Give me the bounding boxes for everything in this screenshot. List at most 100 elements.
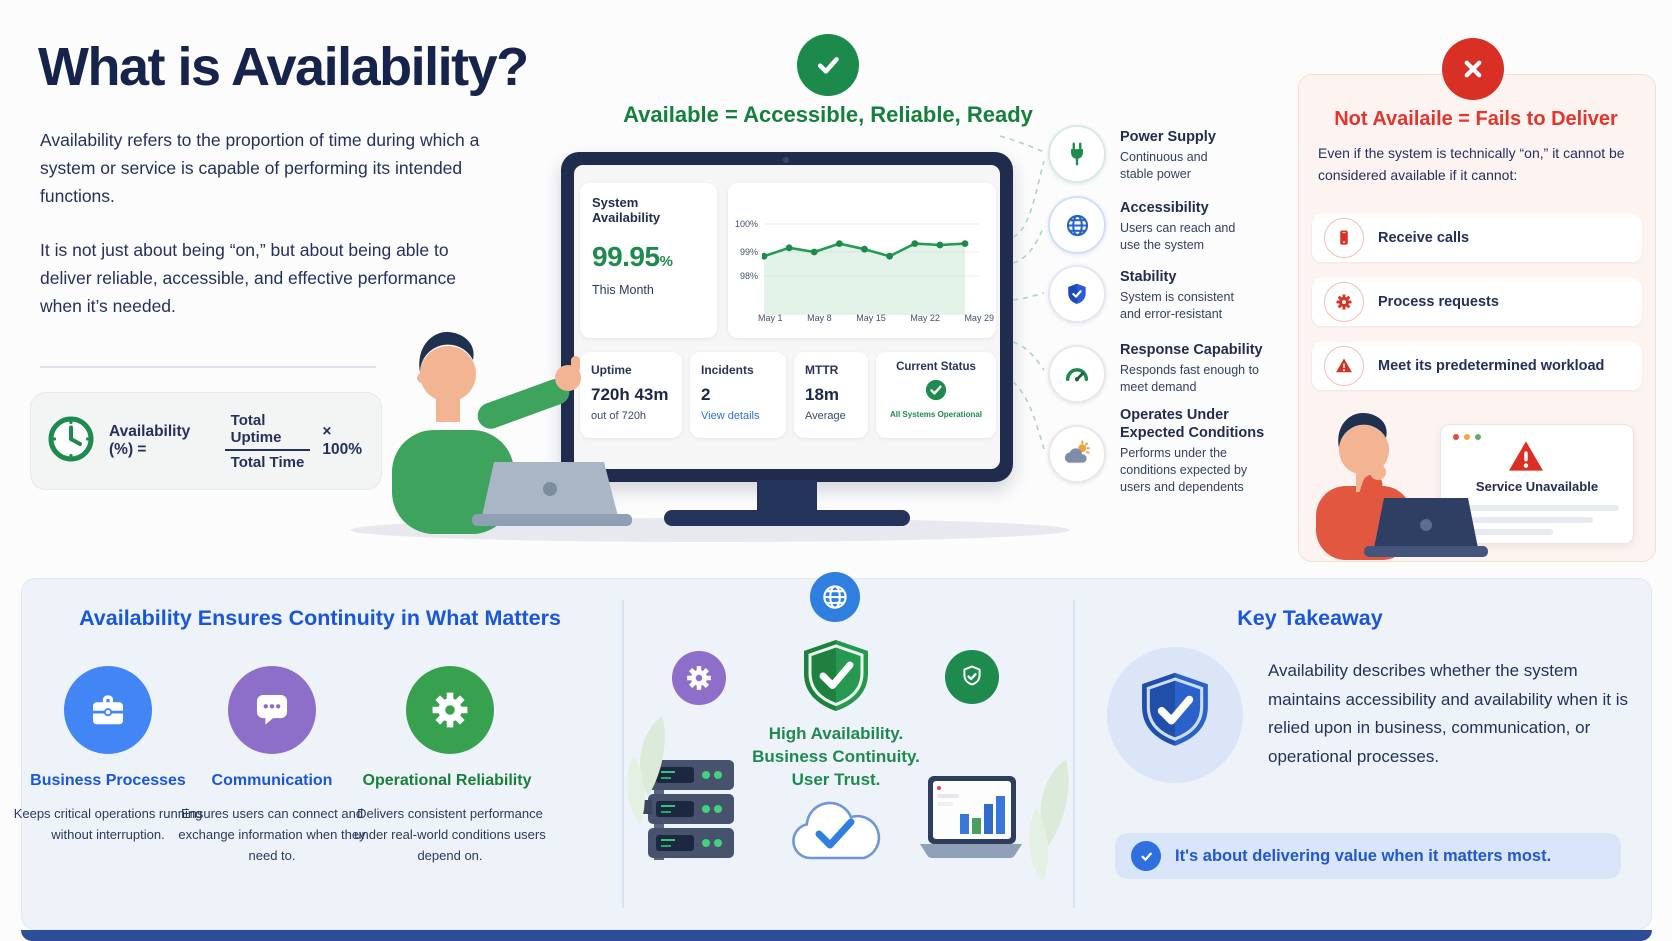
stat-card-mttr: MTTR 18m Average bbox=[794, 352, 868, 438]
x-circle-icon bbox=[1442, 38, 1504, 100]
view-details-link[interactable]: View details bbox=[701, 410, 760, 422]
shield-icon bbox=[1048, 265, 1106, 323]
x-label: May 15 bbox=[856, 313, 886, 323]
leaf-decoration bbox=[626, 716, 665, 824]
continuity-col-desc: Delivers consistent performance under re… bbox=[354, 806, 546, 863]
fail-item-label: Process requests bbox=[1378, 294, 1499, 310]
skeleton-line bbox=[1455, 529, 1553, 535]
person-thumbs-up-illustration bbox=[392, 332, 632, 534]
service-unavailable-window: Service Unavailable bbox=[1440, 424, 1634, 544]
stat-label: Current Status bbox=[896, 361, 976, 373]
feature-title: Response Capability bbox=[1120, 342, 1263, 358]
divider bbox=[622, 600, 624, 908]
window-close-dot-icon bbox=[1453, 434, 1459, 440]
monitor-stand-neck bbox=[757, 480, 817, 514]
feature-desc: Continuous and stable power bbox=[1120, 150, 1208, 181]
takeaway-body: Availability describes whether the syste… bbox=[1268, 661, 1628, 766]
cloud-check-icon bbox=[792, 801, 881, 860]
skeleton-line bbox=[1455, 517, 1593, 523]
fail-item-receive-calls: Receive calls bbox=[1312, 214, 1642, 262]
continuity-col-title: Operational Reliability bbox=[362, 772, 532, 789]
gear-icon bbox=[1324, 282, 1364, 322]
formula-label: Availability (%) = bbox=[109, 423, 191, 458]
cloud-sun-icon bbox=[1048, 425, 1106, 483]
dashboard-card-title: System Availability bbox=[592, 195, 661, 225]
feature-expected-conditions: Operates Under Expected Conditions Perfo… bbox=[1120, 406, 1280, 496]
warning-triangle-icon bbox=[1507, 439, 1545, 478]
resilience-line: Business Continuity. bbox=[752, 747, 920, 766]
gauge-icon bbox=[1048, 345, 1106, 403]
fail-item-label: Meet its predetermined workload bbox=[1378, 358, 1605, 374]
laptop-chart-icon bbox=[920, 776, 1022, 858]
divider bbox=[40, 366, 376, 368]
takeaway-banner-text: It's about delivering value when it matt… bbox=[1175, 846, 1552, 865]
availability-unit: % bbox=[659, 253, 673, 270]
y-tick-99: 99% bbox=[739, 247, 758, 257]
availability-period: This Month bbox=[592, 283, 654, 297]
y-tick-98: 98% bbox=[739, 271, 758, 281]
gear-icon bbox=[406, 666, 494, 754]
gear-icon bbox=[672, 651, 726, 705]
continuity-heading: Availability Ensures Continuity in What … bbox=[79, 606, 561, 630]
monitor-stand-base bbox=[664, 510, 910, 526]
globe-icon bbox=[1048, 196, 1106, 254]
status-check-icon bbox=[885, 379, 987, 406]
x-label: May 29 bbox=[964, 313, 994, 323]
big-shield-check-icon bbox=[804, 640, 868, 711]
y-tick-100: 100% bbox=[734, 219, 758, 229]
not-available-intro: Even if the system is technically “on,” … bbox=[1318, 145, 1625, 183]
availability-formula-card: Availability (%) = Total Uptime Total Ti… bbox=[30, 392, 382, 490]
window-expand-dot-icon bbox=[1475, 434, 1481, 440]
leaf-decoration bbox=[1028, 760, 1069, 882]
feature-title: Accessibility bbox=[1120, 200, 1209, 216]
service-unavailable-text: Service Unavailable bbox=[1475, 479, 1599, 494]
fail-item-label: Receive calls bbox=[1378, 230, 1470, 246]
available-check-icon bbox=[797, 34, 859, 96]
divider bbox=[1073, 600, 1075, 908]
formula-numerator: Total Uptime bbox=[230, 411, 282, 446]
skeleton-line bbox=[1455, 505, 1619, 511]
intro-paragraph-2: It is not just about being “on,” but abo… bbox=[40, 240, 457, 316]
feature-desc: Performs under the conditions expected b… bbox=[1120, 446, 1248, 494]
briefcase-icon bbox=[64, 666, 152, 754]
stat-label: MTTR bbox=[805, 363, 839, 377]
continuity-col-title: Communication bbox=[211, 772, 333, 789]
window-minimize-dot-icon bbox=[1464, 434, 1470, 440]
formula-fraction: Total Uptime Total Time bbox=[224, 411, 311, 471]
not-available-title: Not Availaile = Fails to Deliver bbox=[1334, 108, 1618, 130]
x-label: May 8 bbox=[807, 313, 832, 323]
stat-sub: Average bbox=[805, 410, 846, 422]
resilience-line: High Availability. bbox=[768, 724, 904, 743]
worried-person-illustration bbox=[1316, 413, 1488, 560]
status-ok-text: All Systems Operational bbox=[889, 410, 983, 419]
resilience-lines: High Availability. Business Continuity. … bbox=[726, 722, 946, 791]
formula-denominator: Total Time bbox=[224, 448, 311, 471]
stat-card-status: Current Status All Systems Operational bbox=[876, 352, 996, 438]
availability-chart-card: 100% 99% 98% May 1 May 8 May 15 May 22 M… bbox=[728, 183, 996, 338]
globe-icon bbox=[810, 572, 860, 622]
continuity-col-desc: Keeps critical operations running withou… bbox=[13, 806, 203, 842]
resilience-line: User Trust. bbox=[791, 770, 881, 789]
feature-desc: Users can reach and use the system bbox=[1120, 221, 1236, 252]
stat-label: Incidents bbox=[701, 363, 754, 377]
clock-icon bbox=[45, 413, 97, 470]
stat-value: 18m bbox=[805, 385, 840, 404]
feature-accessibility: Accessibility Users can reach and use th… bbox=[1120, 199, 1272, 254]
warning-icon bbox=[1324, 346, 1364, 386]
fail-item-workload: Meet its predetermined workload bbox=[1312, 342, 1642, 390]
feature-title: Stability bbox=[1120, 269, 1177, 285]
continuity-col-desc: Ensures users can connect and exchange i… bbox=[178, 806, 366, 863]
availability-summary-card: System Availability 99.95% This Month bbox=[580, 183, 717, 338]
feature-title: Operates Under Expected Conditions bbox=[1120, 407, 1265, 441]
page-title: What is Availability? bbox=[38, 37, 529, 97]
availability-line-chart bbox=[762, 223, 980, 315]
feature-title: Power Supply bbox=[1120, 129, 1216, 145]
server-rack-icon bbox=[640, 760, 734, 860]
bottom-accent-bar bbox=[21, 930, 1652, 941]
stat-sub: out of 720h bbox=[591, 410, 647, 422]
plug-icon bbox=[1048, 125, 1106, 183]
available-banner: Available = Accessible, Reliable, Ready bbox=[623, 102, 1033, 127]
intro-paragraph-1: Availability refers to the proportion of… bbox=[40, 130, 480, 206]
formula-suffix: × 100% bbox=[322, 423, 362, 458]
